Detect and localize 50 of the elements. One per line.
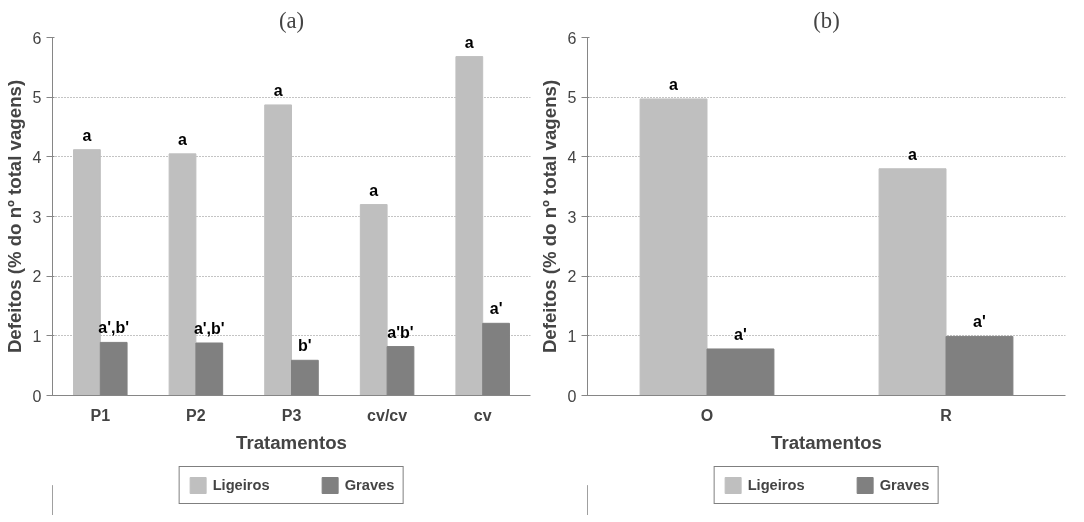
annotation: a'b' — [387, 323, 414, 341]
annotation: a',b' — [98, 319, 130, 337]
annotation: a — [369, 181, 379, 199]
y-tick-label: 6 — [567, 29, 577, 47]
legend-label: Graves — [344, 477, 395, 493]
y-tick-label: 1 — [567, 327, 577, 345]
y-tick-label: 1 — [32, 327, 42, 345]
bar — [359, 204, 388, 396]
y-axis-title: Defeitos (% do nº total vagens) — [3, 79, 25, 354]
y-tick-label: 3 — [32, 208, 42, 226]
chart-title: (a) — [278, 7, 305, 33]
bar — [639, 98, 708, 396]
x-tick-label: O — [700, 406, 714, 424]
annotation: a — [908, 145, 918, 163]
annotation: a — [669, 75, 679, 93]
annotation: a' — [973, 313, 986, 331]
y-tick-label: 5 — [32, 89, 42, 107]
x-tick-label: P2 — [186, 406, 206, 424]
bar — [455, 56, 484, 396]
y-tick-label: 0 — [567, 387, 577, 405]
y-tick-label: 4 — [567, 148, 577, 166]
y-tick-label: 2 — [32, 268, 42, 286]
y-tick-label: 2 — [567, 268, 577, 286]
x-tick-label: P3 — [281, 406, 302, 424]
y-tick-label: 3 — [567, 208, 577, 226]
y-axis-title: Defeitos (% do nº total vagens) — [538, 79, 560, 354]
legend-label: Ligeiros — [212, 477, 270, 493]
bar — [878, 168, 947, 396]
x-tick-label: cv/cv — [367, 406, 408, 424]
y-tick-label: 6 — [32, 29, 42, 47]
y-tick-label: 5 — [567, 89, 577, 107]
legend-label: Graves — [879, 477, 930, 493]
x-axis-title: Tratamentos — [236, 431, 347, 453]
annotation: a — [273, 81, 283, 99]
x-tick-label: P1 — [90, 406, 111, 424]
annotation: a — [82, 126, 92, 144]
legend-label: Ligeiros — [747, 477, 805, 493]
annotation: a — [178, 130, 188, 148]
annotation: a — [464, 33, 474, 51]
chart-title: (b) — [813, 7, 840, 33]
x-axis-title: Tratamentos — [771, 431, 882, 453]
annotation: b' — [298, 337, 312, 355]
annotation: a' — [489, 300, 503, 318]
bar — [264, 104, 292, 396]
x-tick-label: cv — [473, 406, 492, 424]
x-tick-label: R — [940, 406, 953, 424]
y-tick-label: 4 — [32, 148, 42, 166]
annotation: a' — [734, 325, 747, 343]
annotation: a',b' — [193, 319, 225, 337]
y-tick-label: 0 — [32, 387, 42, 405]
